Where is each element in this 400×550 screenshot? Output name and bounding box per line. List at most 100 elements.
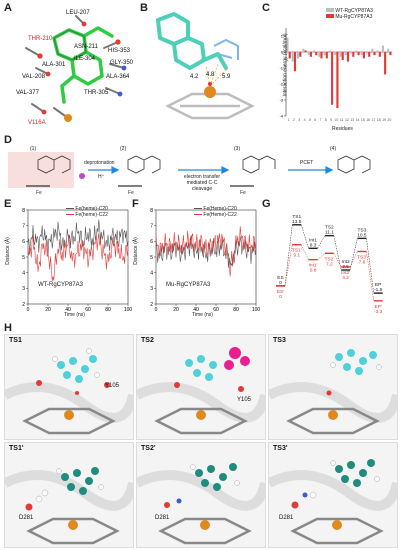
energy-value-label: 5.8 (310, 268, 317, 274)
x-tick-label: 100 (124, 307, 132, 313)
legend-c22: Fe(heme)-C22 (75, 212, 108, 218)
bar (323, 52, 326, 56)
energy-connector (366, 238, 374, 294)
bar (318, 52, 321, 57)
residue-label: GLY-350 (110, 60, 134, 66)
y-tick-label: 8 (150, 208, 153, 214)
bar (373, 52, 376, 56)
panel-c-label: C (262, 2, 270, 14)
bar (307, 52, 310, 56)
energy-value-label: -1.6 (374, 287, 383, 293)
panel-a-label: A (4, 2, 12, 14)
x-tick-label: 20 (173, 307, 179, 313)
scheme-step-1: (1) (30, 146, 37, 152)
y-tick-label: 7 (150, 223, 153, 229)
residue-label: ALA-364 (106, 74, 130, 80)
x-tick-label: 0 (27, 307, 30, 313)
bar (331, 52, 334, 105)
y-tick-label: 3 (22, 286, 25, 292)
bar (362, 52, 365, 59)
bar (346, 52, 350, 62)
scheme-step-4: (4) (330, 146, 337, 152)
bar (371, 48, 374, 52)
energy-value-label: 4.2 (342, 275, 349, 281)
ts-snapshot: TS2 Y105 (136, 334, 266, 440)
x-tick-label: 4 (304, 118, 306, 122)
energy-profile-diagram: ES0TS113.5Int18.3TS211.1Int23.5TS310.5EP… (276, 214, 383, 315)
residue-label: LEU-207 (66, 10, 90, 16)
energy-value-label: 10.5 (357, 232, 367, 238)
energy-connector (301, 224, 309, 249)
y-tick-label: 7 (22, 223, 25, 229)
series-line (27, 233, 129, 281)
x-tick-label: 15 (361, 118, 365, 122)
bar (302, 48, 305, 52)
residue-label: D281 (279, 515, 294, 521)
bar (286, 37, 289, 52)
ts-label: TS3' (273, 445, 288, 452)
plot-frame (27, 209, 129, 305)
panel-b-structure: 4.2 4.8 5.9 (148, 10, 256, 130)
panel-e-chart: 0 20 40 60 80 100 2 3 4 5 6 7 8 Fe(heme)-C20 Fe(heme… (5, 204, 133, 320)
x-tick-label: 1 (288, 118, 290, 122)
y-tick-label: 2 (150, 302, 153, 308)
bar (350, 52, 353, 54)
bar (352, 52, 355, 57)
chart-e-title: WT-RgCYP87A3 (38, 282, 84, 288)
distance-label: 4.2 (190, 74, 199, 80)
energy-value-label: 7.6 (359, 259, 366, 265)
energy-state-label: TS1 (292, 214, 301, 220)
x-tick-label: 0 (155, 307, 158, 313)
energy-state-label: Int2 (342, 259, 350, 265)
ts-label: TS1 (9, 337, 22, 344)
distance-label: 4.8 (206, 72, 215, 78)
x-tick-label: 7 (319, 118, 321, 122)
x-tick-label: 5 (309, 118, 311, 122)
energy-connector (317, 253, 326, 260)
residue-label: THR-210 (28, 36, 53, 42)
residue-label: ILE-304 (74, 56, 96, 62)
snapshot-illustration (5, 348, 133, 435)
panel-b-label: B (140, 2, 148, 14)
energy-value-label: 11.1 (325, 230, 334, 236)
distance-label: 5.9 (222, 74, 231, 80)
energy-state-label: TS3' (357, 254, 367, 260)
bar-x-axis-label: Residues (332, 126, 353, 132)
energy-connector (333, 253, 342, 268)
x-tick-label: 9 (330, 118, 332, 122)
bar (355, 50, 358, 52)
residue-label: VAL-208 (22, 74, 45, 80)
residue-label: V116A (28, 120, 46, 126)
bar (336, 52, 339, 108)
x-tick-label: 80 (233, 307, 239, 313)
panel-g-label: G (262, 198, 271, 210)
panel-d-label: D (4, 134, 12, 146)
ts-snapshot: TS3 (268, 334, 398, 440)
bar (315, 52, 318, 56)
svg-text:Fe: Fe (36, 190, 42, 196)
energy-value-label: 13.5 (292, 219, 302, 225)
bar-y-axis-label: Interaction energy (kcal/mol) (282, 33, 289, 97)
energy-connector (301, 244, 309, 260)
energy-connector (284, 244, 293, 286)
energy-connector (349, 251, 358, 267)
energy-state-label: TS3 (358, 227, 367, 233)
panel-e-label: E (4, 198, 12, 210)
x-tick-label: 3 (298, 118, 300, 122)
bar (365, 52, 369, 54)
y-tick-label: 8 (22, 208, 25, 214)
chart-f-y-label: Distance (Å) (132, 237, 139, 265)
panel-f-label: F (132, 198, 139, 210)
scheme-step-3: (3) (234, 146, 241, 152)
y-tick-label: 4 (22, 270, 25, 276)
wt-distance-line-chart: 0 20 40 60 80 100 2 3 4 5 6 7 8 (22, 208, 132, 313)
snapshot-illustration (137, 347, 265, 435)
panel-g-energy-profile: ES0TS113.5Int18.3TS211.1Int23.5TS310.5EP… (266, 204, 396, 320)
bar (384, 52, 387, 75)
energy-state-label: EP (375, 282, 381, 288)
y-tick-label: 0 (281, 50, 284, 55)
bar-legend-wt: WT-RgCYP87A3 (335, 8, 373, 14)
energy-state-label: Int1' (309, 263, 318, 269)
bar (360, 52, 363, 56)
